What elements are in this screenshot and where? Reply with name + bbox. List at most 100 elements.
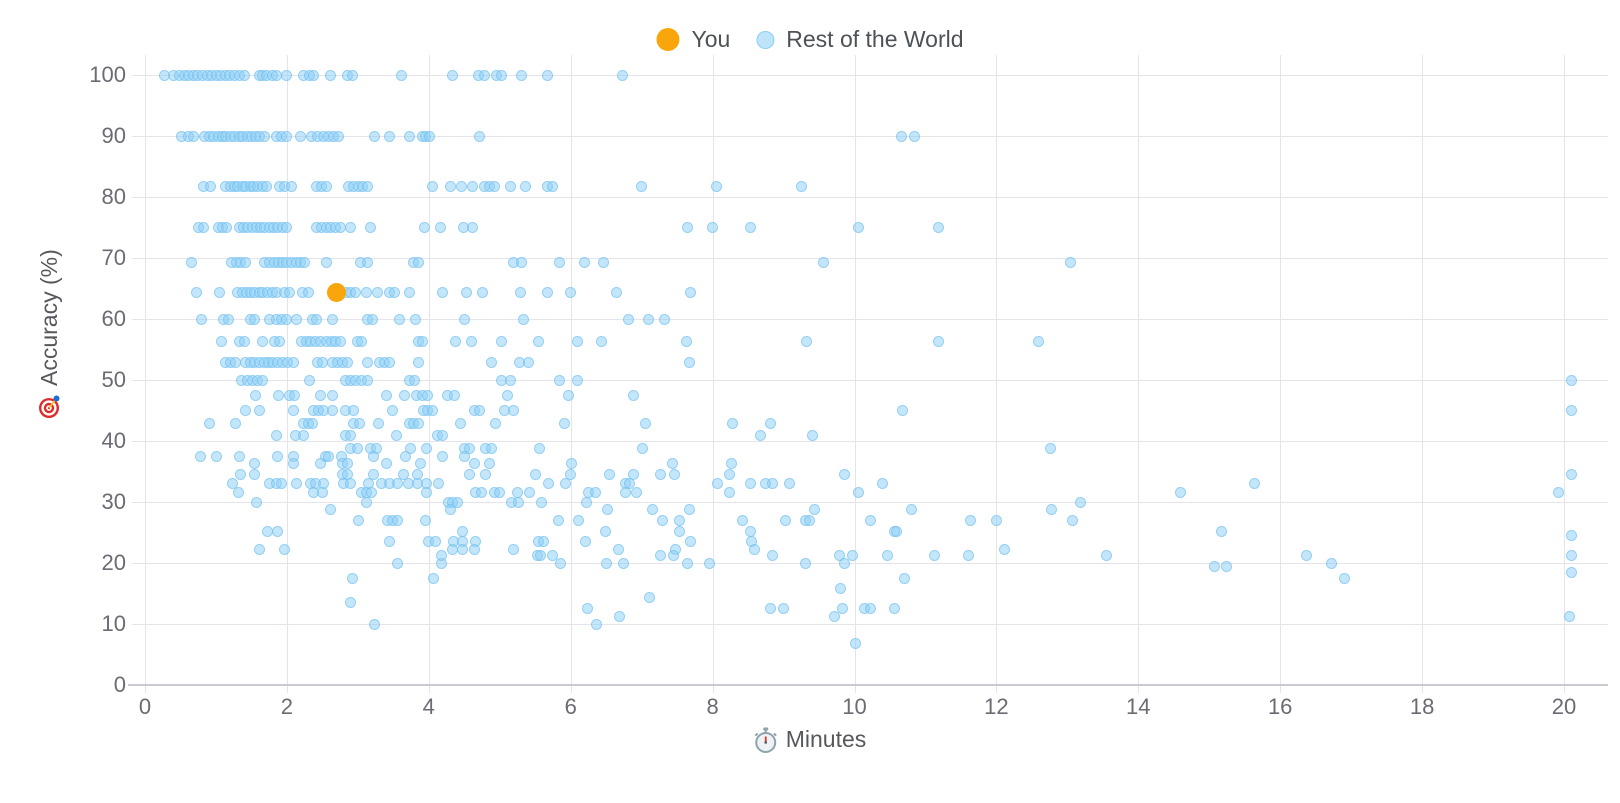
scatter-point-rest (572, 374, 584, 386)
scatter-point-rest (537, 535, 549, 547)
scatter-point-rest (474, 405, 486, 416)
scatter-point-rest (419, 514, 431, 526)
scatter-point-rest (565, 469, 577, 481)
scatter-point-rest (396, 69, 408, 81)
scatter-point-rest (480, 469, 492, 481)
x-axis-line (128, 684, 1608, 686)
scatter-point-rest (553, 257, 565, 269)
y-tick-label: 30 (101, 489, 126, 514)
scatter-point-rest (804, 514, 816, 526)
scatter-point-rest (344, 222, 356, 233)
scatter-point-rest (1033, 336, 1045, 348)
scatter-point-rest (185, 257, 197, 269)
scatter-point-rest (599, 525, 611, 537)
scatter-point-rest (240, 405, 252, 416)
scatter-point-rest (853, 222, 865, 233)
scatter-point-rest (415, 458, 427, 470)
scatter-point-rest (216, 336, 228, 348)
scatter-point-rest (582, 603, 594, 615)
scatter-point-rest (306, 417, 318, 429)
scatter-point-rest (755, 430, 767, 441)
scatter-point-rest (1075, 496, 1087, 508)
scatter-point-rest (1100, 549, 1112, 561)
legend-item-rest-of-world[interactable]: Rest of the World (756, 26, 964, 53)
scatter-point-rest (836, 603, 848, 615)
scatter-point-rest (639, 417, 651, 429)
scatter-point-rest (553, 514, 565, 526)
y-gridline (132, 441, 1608, 442)
scatter-point-rest (314, 390, 326, 402)
scatter-point-rest (367, 313, 379, 325)
x-gridline (996, 55, 998, 693)
scatter-point-rest (437, 450, 449, 462)
scatter-point-rest (304, 374, 316, 386)
scatter-point-rest (881, 549, 893, 561)
scatter-point-rest (1175, 486, 1187, 498)
x-tick-label: 20 (1551, 694, 1577, 719)
scatter-point-rest (496, 336, 508, 348)
scatter-point-rest (424, 130, 435, 142)
y-gridline (132, 75, 1608, 76)
scatter-point-rest (353, 417, 365, 429)
scatter-point-rest (681, 222, 693, 233)
scatter-point-rest (413, 356, 425, 368)
scatter-point-rest (413, 257, 425, 269)
scatter-point-rest (437, 430, 449, 441)
scatter-point-rest (287, 405, 299, 416)
x-gridline (145, 55, 146, 693)
scatter-point-rest (929, 549, 941, 561)
scatter-point-rest (1220, 561, 1232, 573)
scatter-point-rest (829, 611, 841, 623)
scatter-point-rest (367, 469, 379, 481)
scatter-point-rest (476, 287, 488, 299)
legend-item-you[interactable]: You (656, 26, 730, 53)
scatter-point-rest (455, 180, 467, 192)
scatter-point-rest (547, 549, 559, 561)
scatter-point-rest (745, 477, 757, 489)
scatter-point-rest (839, 469, 851, 481)
scatter-point-rest (360, 496, 372, 508)
scatter-point-rest (434, 222, 446, 233)
x-axis-label: Minutes (754, 726, 866, 753)
scatter-point-rest (896, 405, 908, 416)
scatter-point-rest (778, 603, 790, 615)
scatter-point-rest (321, 180, 333, 192)
scatter-point-rest (409, 313, 421, 325)
scatter-point-rest (451, 496, 463, 508)
scatter-point-rest (444, 180, 456, 192)
scatter-point-rest (204, 417, 216, 429)
scatter-point-rest (253, 544, 265, 556)
scatter-point-rest (345, 430, 357, 441)
scatter-point-rest (485, 442, 497, 454)
scatter-point-rest (685, 287, 697, 299)
scatter-point-rest (249, 458, 261, 470)
scatter-point-rest (436, 549, 448, 561)
y-gridline (132, 624, 1608, 625)
scatter-point-rest (504, 374, 516, 386)
scatter-point-rest (351, 442, 363, 454)
scatter-point-rest (899, 572, 911, 584)
scatter-point-rest (289, 390, 301, 402)
scatter-point-rest (464, 442, 476, 454)
scatter-point-rest (536, 496, 548, 508)
scatter-point-rest (628, 390, 640, 402)
scatter-point-rest (213, 287, 225, 299)
scatter-point-rest (257, 374, 269, 386)
scatter-point-rest (655, 469, 667, 481)
x-gridline (570, 55, 572, 693)
scatter-point-rest (680, 336, 692, 348)
y-tick-label: 10 (101, 611, 126, 636)
scatter-point-rest (895, 130, 907, 142)
scatter-point-rest (616, 69, 628, 81)
scatter-point-rest (818, 257, 830, 269)
scatter-point-rest (194, 450, 206, 462)
scatter-point-rest (590, 486, 602, 498)
scatter-point-rest (473, 130, 485, 142)
scatter-point-rest (302, 287, 314, 299)
scatter-point-rest (603, 469, 615, 481)
scatter-point-rest (342, 458, 354, 470)
scatter-point-rest (226, 477, 238, 489)
scatter-point-rest (573, 514, 584, 526)
scatter-point-rest (780, 514, 792, 526)
scatter-point-rest (658, 313, 670, 325)
